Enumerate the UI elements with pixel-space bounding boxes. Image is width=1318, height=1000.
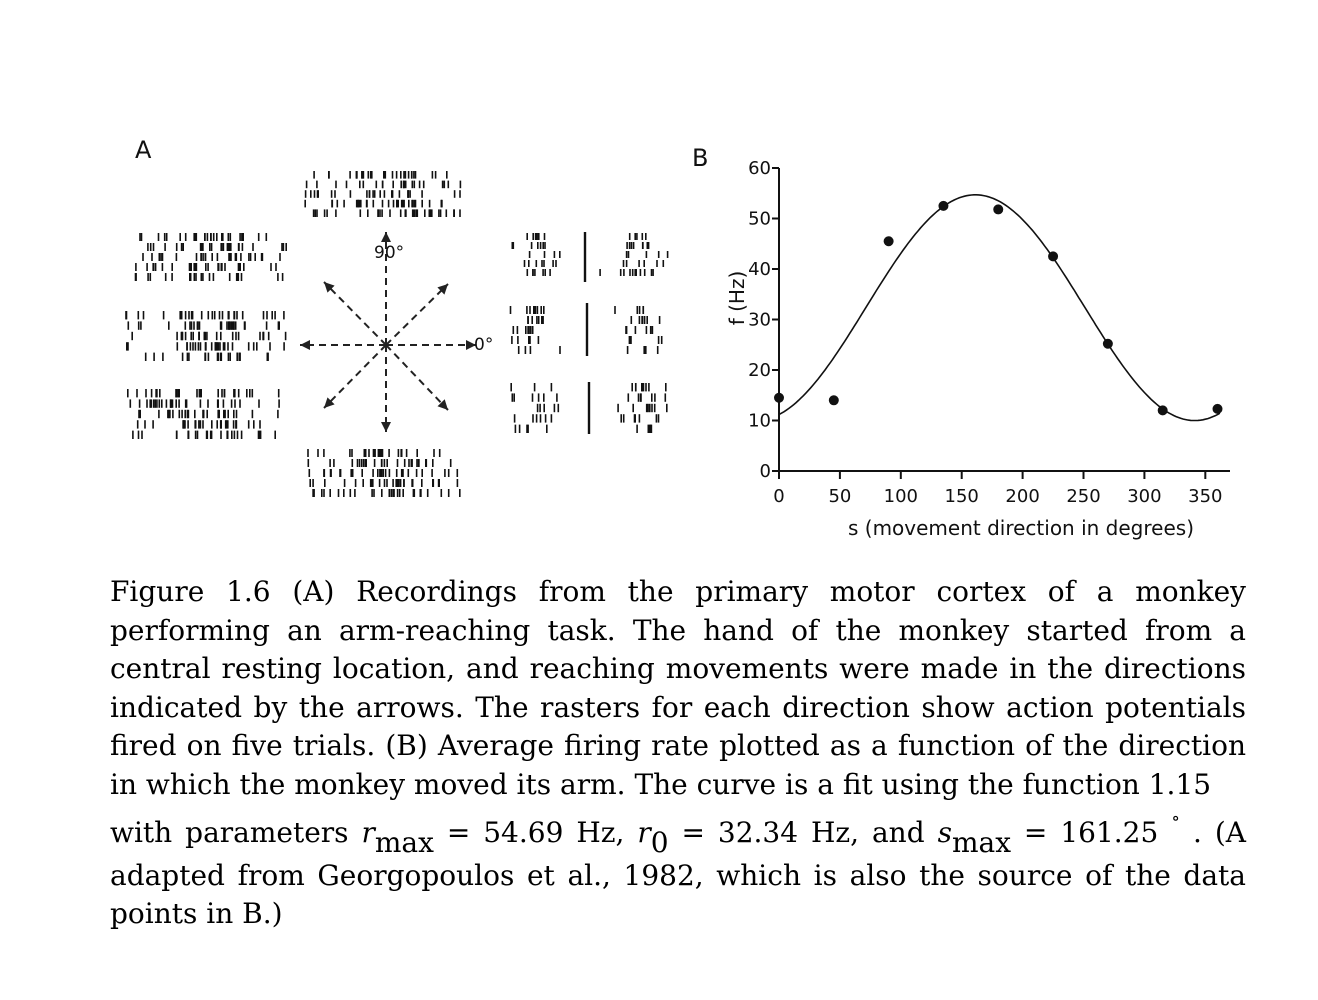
- tuning-curve-chart: 0 10 20 30 40 50 60 0 50 100 150 200 250 300 350 f (H…: [725, 158, 1230, 540]
- y-tick-label: 60: [748, 158, 771, 179]
- raster-45-right: [599, 233, 669, 276]
- x-tick-label: 250: [1066, 486, 1100, 507]
- arrow-45-head: [437, 284, 448, 295]
- raster-180: [125, 311, 287, 361]
- y-axis-label: f (Hz): [725, 271, 749, 326]
- figure-caption: Figure 1.6 (A) Recordings from the prima…: [110, 573, 1246, 934]
- caption-text-c: = 32.34 Hz, and: [668, 816, 938, 849]
- subscript-max-2: max: [951, 826, 1011, 859]
- x-tick-label: 350: [1188, 486, 1222, 507]
- caption-text-b: = 54.69 Hz,: [433, 816, 638, 849]
- x-tick-label: 50: [828, 486, 851, 507]
- data-point: [1102, 338, 1113, 349]
- x-tick-label: 300: [1127, 486, 1161, 507]
- fit-curve: [778, 194, 1221, 422]
- arrow-135-line: [323, 281, 387, 346]
- arrow-90-head: [381, 232, 391, 242]
- arrow-315-line: [385, 344, 449, 411]
- arrow-315-head: [437, 399, 448, 410]
- label-0-degrees: 0°: [474, 335, 493, 355]
- caption-text-a: with parameters: [110, 816, 362, 849]
- degree-symbol: ∘: [1171, 808, 1181, 829]
- y-tick-label: 50: [748, 209, 771, 230]
- y-tick-label: 40: [748, 259, 771, 280]
- caption-text-d: = 161.25: [1011, 816, 1172, 849]
- direction-arrows: [300, 232, 476, 432]
- raster-90: [304, 171, 462, 217]
- arrow-225-head: [324, 397, 335, 408]
- y-tick-label: 10: [748, 411, 771, 432]
- y-tick-label: 30: [748, 310, 771, 331]
- label-90-degrees: 90°: [374, 243, 404, 263]
- x-ticks: 0 50 100 150 200 250 300 350: [773, 471, 1222, 507]
- raster-45-left: [511, 233, 561, 276]
- data-point: [1048, 251, 1059, 262]
- data-point: [993, 204, 1004, 215]
- subscript-max: max: [374, 826, 434, 859]
- subscript-zero: 0: [650, 826, 669, 859]
- caption-text-e: . (A adapted from Georgopoulos et al., 1…: [110, 816, 1246, 930]
- y-tick-label: 0: [760, 461, 771, 482]
- data-points: [774, 200, 1223, 416]
- x-tick-label: 0: [773, 486, 784, 507]
- data-point: [828, 395, 839, 406]
- arrow-45-line: [385, 283, 449, 346]
- data-point: [883, 236, 894, 247]
- raster-135: [134, 233, 288, 281]
- arrow-225-line: [323, 344, 387, 409]
- panel-a-letter: A: [135, 136, 152, 164]
- x-axis-label: s (movement direction in degrees): [848, 516, 1194, 540]
- data-point: [938, 200, 949, 211]
- x-tick-label: 100: [884, 486, 918, 507]
- symbol-r: r: [361, 816, 375, 849]
- arrow-270-head: [381, 422, 391, 432]
- y-ticks: 0 10 20 30 40 50 60: [748, 158, 779, 482]
- raster-315-left: [510, 383, 560, 433]
- figure-canvas: A 90° 0° B 0 10 20 30 40 50 60 0 50 100 150 200 250…: [125, 136, 1230, 540]
- raster-0-right: [614, 306, 663, 354]
- caption-paragraph-2: with parameters rmax = 54.69 Hz, r0 = 32…: [110, 808, 1246, 934]
- symbol-r0: r: [637, 816, 651, 849]
- arrow-180-head: [300, 340, 310, 350]
- raster-315-right: [617, 383, 668, 433]
- panel-b-letter: B: [692, 144, 708, 172]
- x-tick-label: 200: [1005, 486, 1039, 507]
- data-point: [774, 392, 784, 403]
- arrow-0-head: [466, 340, 476, 350]
- raster-group: [125, 171, 669, 497]
- data-point: [1212, 403, 1223, 414]
- symbol-s: s: [937, 816, 952, 849]
- y-tick-label: 20: [748, 360, 771, 381]
- caption-paragraph-1: Figure 1.6 (A) Recordings from the prima…: [110, 575, 1246, 801]
- data-point: [1157, 405, 1168, 416]
- arrow-135-head: [324, 282, 335, 293]
- raster-0-left: [509, 306, 561, 354]
- raster-270: [307, 449, 461, 497]
- x-tick-label: 150: [945, 486, 979, 507]
- raster-225: [127, 389, 280, 439]
